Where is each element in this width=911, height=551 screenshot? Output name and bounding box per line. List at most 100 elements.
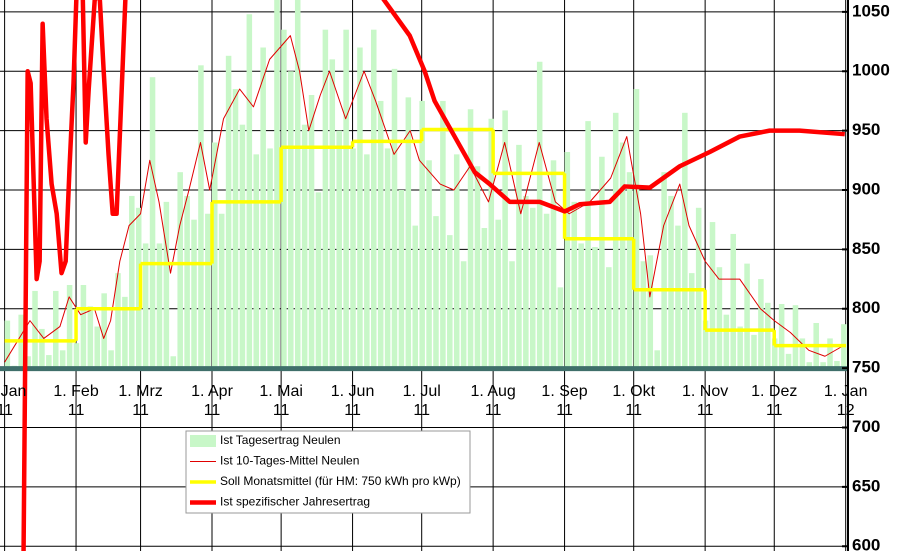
bar [239,124,246,369]
bar [536,61,543,369]
y-tick-label: 900 [852,179,880,198]
bar [820,362,826,369]
bar [163,201,170,369]
bar [578,243,584,369]
x-tick-label: 1. Jun [331,383,375,400]
bar [543,213,550,369]
x-tick-year: 11 [204,402,221,419]
bar [25,356,31,369]
bar [619,142,626,369]
bar [495,219,501,369]
bar [212,142,218,369]
bar [329,59,336,369]
bar [80,285,87,369]
bar [135,207,142,369]
bar [308,95,315,369]
line [21,0,845,551]
bar [606,267,612,369]
bar [350,148,356,369]
legend: Ist Tagesertrag Neulen Ist 10-Tages-Mitte… [185,430,471,514]
x-tick-year: 11 [413,402,430,419]
y-tick-label: 1000 [852,61,890,80]
bar [785,353,792,369]
x-tick-label: 1. Nov [682,383,728,400]
bar [737,326,743,369]
bar [689,273,695,369]
bar [364,154,370,369]
bar [440,100,446,369]
bar [281,29,287,369]
bar [744,263,750,369]
bar [758,279,764,369]
bar [834,361,840,369]
x-tick-year: 12 [837,402,855,419]
x-axis [0,366,848,372]
bar [661,172,667,369]
bar [405,97,412,369]
y-tick-label: 750 [852,358,880,377]
axes: 1. Jan 11 1. Feb 11 1. Mrz 11 1. Apr 11 1. Mai 11… [0,0,890,551]
bar [530,207,536,369]
bar [294,0,301,369]
bar [792,305,799,369]
bar [115,273,121,369]
bar [46,355,52,369]
bar [474,166,481,369]
bar [253,154,260,369]
x-tick-label: 1. Okt [612,383,655,400]
x-tick-label: 1. Mrz [118,383,162,400]
bar [391,68,398,369]
bar [695,207,702,369]
x-tick-label: 1. Jul [403,383,441,400]
y-tick-label: 700 [852,417,880,436]
y-tick-label: 1050 [852,1,890,20]
bar [550,160,557,369]
x-tick-label: 1. Jan [824,383,868,400]
bar [149,77,156,369]
bar [765,302,771,369]
x-tick-label: 1. Jan [0,383,26,400]
x-tick-label: 1. Dez [751,383,797,400]
bar [557,287,564,369]
bar [205,213,211,369]
bar [799,338,806,369]
bar [94,326,101,369]
bar [647,255,654,369]
bar [612,112,619,369]
x-tick-year: 11 [697,402,714,419]
x-tick-year: 11 [556,402,573,419]
bar [516,144,522,369]
bar [771,338,778,369]
legend-label: Ist Tagesertrag Neulen [220,433,341,447]
x-tick-label: 1. Apr [191,383,233,400]
bar [129,195,135,369]
bar [184,195,190,369]
bar [447,235,453,369]
bar [668,195,674,369]
bar [806,362,813,369]
x-tick-label: 1. Feb [53,383,98,400]
bar [218,213,225,369]
bar [730,233,737,369]
bar [59,350,66,369]
bar [481,228,488,369]
bar [122,296,128,369]
bar [87,306,94,369]
bar [654,350,660,369]
bar [453,154,460,369]
bar [412,225,419,369]
bar [191,219,197,369]
bar [523,195,529,369]
bar [246,14,253,369]
bar [599,156,605,369]
bar [751,334,757,369]
bar [156,243,163,369]
bar [260,47,266,369]
bar [571,201,578,369]
bar [467,109,474,369]
bar [488,118,495,369]
y-tick-label: 850 [852,239,880,258]
bar [723,314,730,369]
bar [4,320,11,369]
bar [301,124,308,369]
